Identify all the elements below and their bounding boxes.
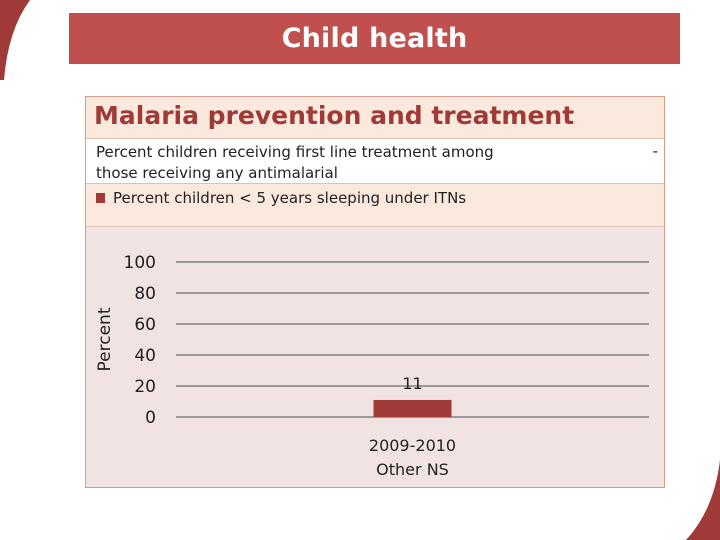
- y-tick-label: 100: [124, 253, 156, 273]
- bar: [373, 399, 452, 417]
- legend-label-treatment: Percent children receiving first line tr…: [96, 143, 494, 182]
- corner-decoration-bottom-right: [686, 460, 720, 540]
- chart-title: Malaria prevention and treatment: [94, 101, 575, 130]
- bar-chart: 0 20 40 60 80 100 Percent 11 2009-2010 Other NS: [95, 253, 649, 479]
- y-tick-label: 20: [134, 377, 156, 397]
- y-tick-label: 40: [134, 346, 156, 366]
- y-tick-label: 0: [145, 408, 156, 428]
- title-banner: Child health: [69, 13, 680, 64]
- x-category-label: 2009-2010 Other NS: [369, 436, 456, 479]
- legend-entry-treatment: Percent children receiving first line tr…: [86, 138, 664, 184]
- corner-decoration-top-left: [0, 0, 30, 80]
- slide-title: Child health: [281, 23, 468, 54]
- y-tick-label: 60: [134, 315, 156, 335]
- y-tick-label: 80: [134, 284, 156, 304]
- chart-header: Malaria prevention and treatment Percent…: [86, 97, 664, 227]
- y-axis-title: Percent: [95, 307, 115, 371]
- data-label: 11: [402, 374, 422, 393]
- legend-marker-treatment: -: [652, 142, 658, 160]
- chart-panel: Malaria prevention and treatment Percent…: [85, 96, 665, 488]
- legend-entry-itn: Percent children < 5 years sleeping unde…: [96, 189, 466, 207]
- legend-swatch-itn: [96, 193, 105, 203]
- legend-label-itn: Percent children < 5 years sleeping unde…: [113, 189, 467, 207]
